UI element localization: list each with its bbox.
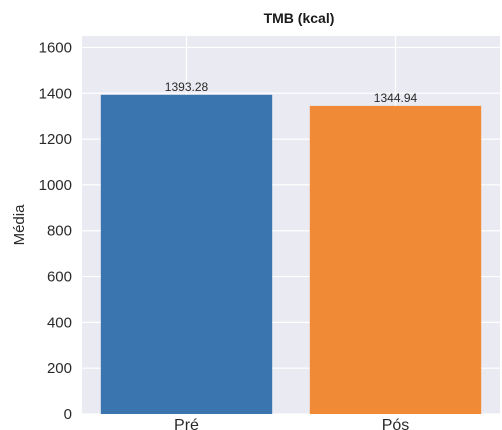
y-tick-label: 800 bbox=[47, 223, 72, 240]
bars bbox=[100, 94, 482, 414]
bar-pre bbox=[100, 94, 273, 414]
data-label-pre: 1393.28 bbox=[165, 80, 209, 94]
y-tick-label: 1600 bbox=[39, 39, 72, 56]
y-tick-label: 1200 bbox=[39, 131, 72, 148]
x-category-label-pre: Pré bbox=[174, 417, 199, 430]
x-category-label-pos: Pós bbox=[382, 417, 410, 430]
chart-title: TMB (kcal) bbox=[264, 10, 335, 26]
y-tick-label: 1000 bbox=[39, 177, 72, 194]
bar-pos bbox=[309, 105, 482, 414]
data-labels: 1393.28 1344.94 bbox=[165, 80, 418, 105]
x-category-labels: Pré Pós bbox=[174, 417, 409, 430]
y-tick-label: 200 bbox=[47, 360, 72, 377]
data-label-pos: 1344.94 bbox=[374, 91, 418, 105]
y-tick-label: 400 bbox=[47, 314, 72, 331]
y-tick-label: 600 bbox=[47, 269, 72, 286]
y-tick-label: 0 bbox=[64, 406, 72, 423]
y-tick-label: 1400 bbox=[39, 85, 72, 102]
y-axis-label: Média bbox=[11, 204, 28, 246]
y-tick-labels: 0 200 400 600 800 1000 1200 1400 1600 bbox=[39, 39, 72, 423]
